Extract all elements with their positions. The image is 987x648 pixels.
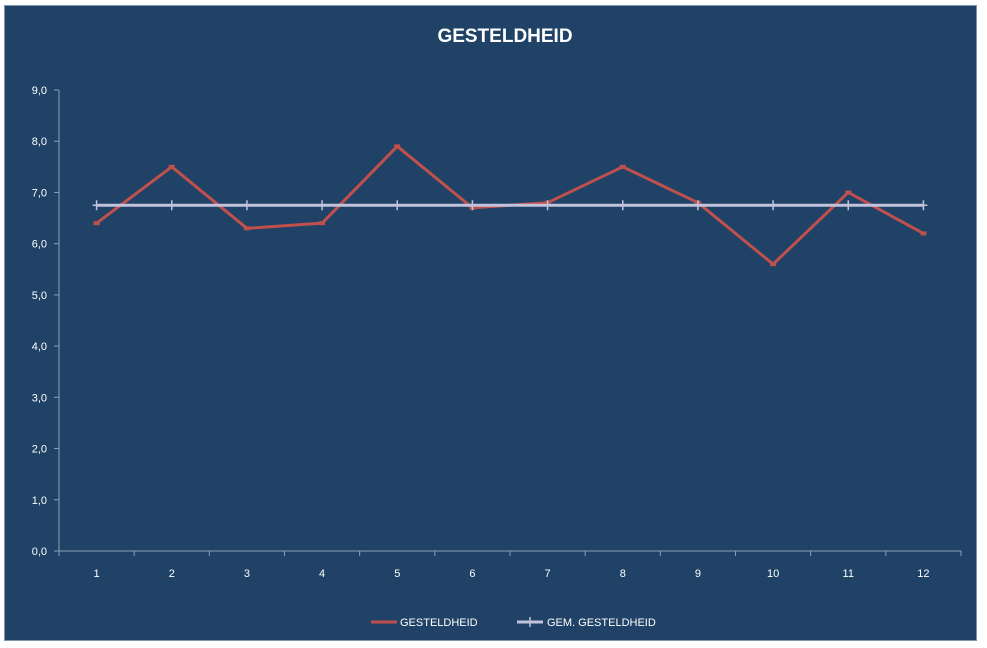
y-tick-label: 6,0 [32,239,47,251]
y-tick-label: 5,0 [32,290,47,302]
x-tick-label: 4 [319,568,325,580]
x-tick-label: 11 [843,568,854,580]
data-point-gesteldheid [394,144,401,149]
data-point-gem-gesteldheid [393,200,402,211]
data-point-gesteldheid [619,164,626,169]
data-point-gem-gesteldheid [618,200,627,211]
data-point-gem-gesteldheid [693,200,702,211]
data-point-gem-gesteldheid [468,200,477,211]
data-point-gesteldheid [93,221,100,226]
y-tick-label: 1,0 [32,495,47,507]
chart-title: GESTELDHEID [437,26,572,47]
axes: 0,01,02,03,04,05,06,07,08,09,01 2 3 4 5 6 7 8 9 1… [32,85,962,580]
data-point-gesteldheid [168,164,175,169]
x-tick-label: 6 [469,568,475,580]
y-tick-label: 2,0 [32,444,47,456]
data-point-gem-gesteldheid [318,200,327,211]
data-point-gem-gesteldheid [92,200,101,211]
data-point-gesteldheid [319,221,326,226]
chart-area [4,5,977,641]
data-point-gesteldheid [920,231,927,236]
data-point-gem-gesteldheid [769,200,778,211]
y-tick-label: 4,0 [32,341,47,353]
data-point-gesteldheid [243,226,250,231]
x-tick-label: 12 [917,568,929,580]
legend-label: GEM. GESTELDHEID [547,617,656,629]
data-point-gem-gesteldheid [919,200,928,211]
data-point-gem-gesteldheid [543,200,552,211]
series-layer [92,144,928,267]
x-tick-label: 5 [394,568,400,580]
x-tick-label: 10 [767,568,779,580]
data-point-gem-gesteldheid [844,200,853,211]
x-tick-label: 9 [695,568,701,580]
data-point-gem-gesteldheid [167,200,176,211]
legend: GESTELDHEID GEM. GESTELDHEID [371,617,656,629]
data-point-gem-gesteldheid [242,200,251,211]
y-tick-label: 3,0 [32,392,47,404]
y-tick-label: 7,0 [32,187,47,199]
legend-label: GESTELDHEID [400,617,478,629]
y-tick-label: 8,0 [32,136,47,148]
x-tick-label: 3 [244,568,250,580]
x-tick-label: 2 [169,568,175,580]
data-point-gesteldheid [845,190,852,195]
y-tick-label: 9,0 [32,85,47,97]
x-tick-label: 1 [94,568,100,580]
x-tick-label: 8 [620,568,626,580]
y-tick-label: 0,0 [32,546,47,558]
x-tick-label: 7 [545,568,551,580]
data-point-gesteldheid [770,262,777,267]
